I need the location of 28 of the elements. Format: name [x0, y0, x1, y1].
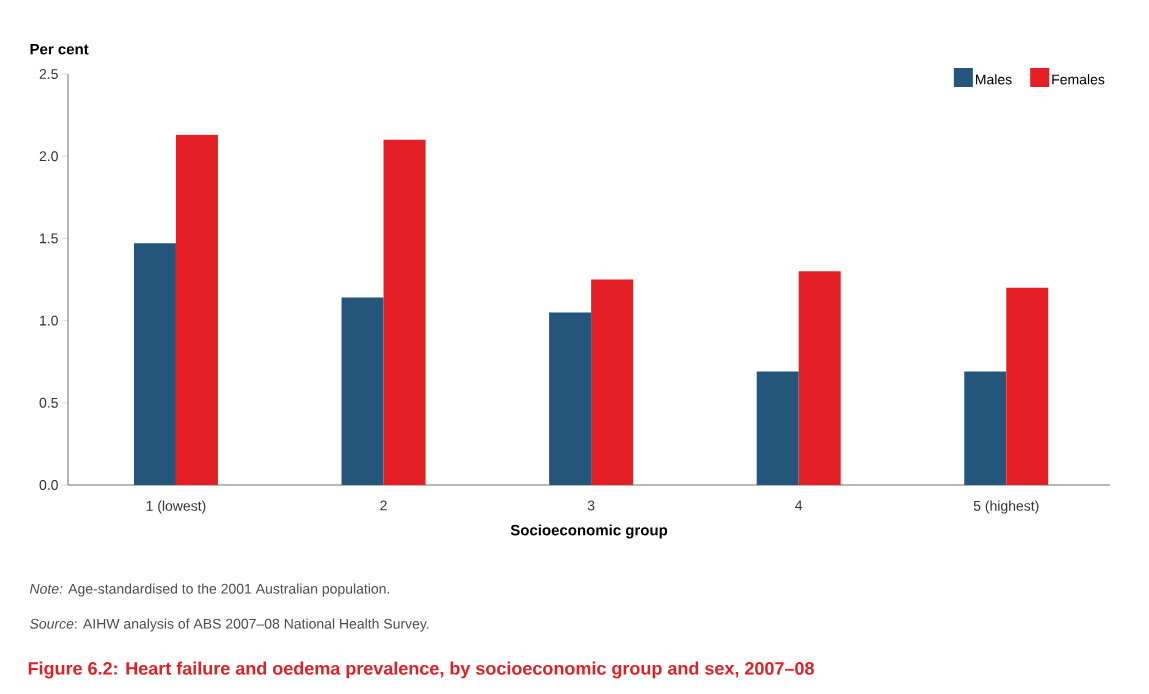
bar	[756, 371, 799, 485]
bar	[383, 139, 426, 485]
bar	[341, 297, 384, 485]
bar	[798, 271, 841, 485]
y-tick-label: 0.0	[39, 480, 58, 490]
text: Source: AIHW analysis of ABS 2007–08 National Health Survey.	[29, 618, 429, 632]
bar	[591, 279, 634, 485]
y-tick-label: 2.5	[39, 69, 58, 79]
legend-label: Males	[975, 74, 1012, 85]
x-tick-label: 3	[587, 500, 595, 511]
y-tick-label: 1.5	[40, 233, 58, 244]
bar	[133, 243, 176, 485]
text: Figure 6.2: Heart failure and oedema prevalence, by socioeconomic group and sex, 2007–08	[28, 661, 814, 679]
x-axis-title: Socioeconomic group	[510, 524, 668, 539]
bar	[1006, 287, 1049, 485]
x-tick-label: 2	[380, 500, 387, 511]
legend-label: Females	[1052, 74, 1105, 85]
x-tick-label: 1 (lowest)	[146, 500, 206, 514]
x-tick-label: 4	[795, 500, 803, 511]
y-tick-label: 1.0	[40, 315, 58, 326]
text: Note: Age-standardised to the 2001 Australian population.	[29, 583, 390, 597]
bar	[964, 371, 1007, 485]
bar	[549, 312, 592, 485]
y-tick-label: 0.5	[39, 397, 58, 408]
y-tick-label: 2.0	[39, 151, 58, 162]
x-tick-label: 5 (highest)	[973, 500, 1039, 514]
y-axis-title: Per cent	[30, 44, 89, 55]
bar	[175, 134, 218, 485]
